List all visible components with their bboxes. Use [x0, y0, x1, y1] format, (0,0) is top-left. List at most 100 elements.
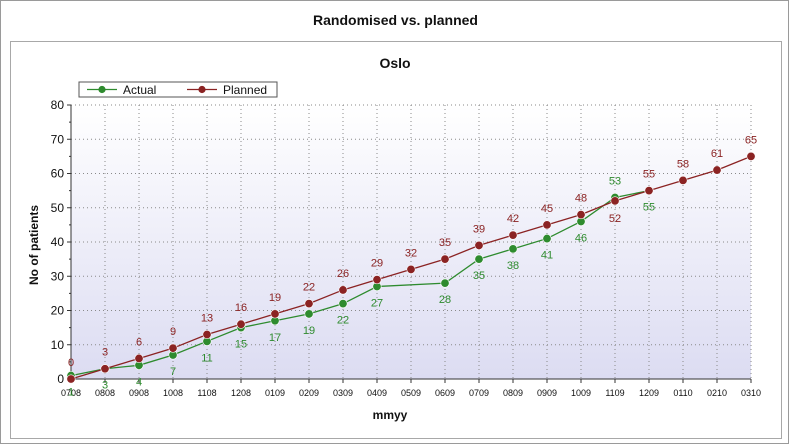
data-label-actual: 35	[473, 270, 485, 282]
data-label-actual: 55	[643, 202, 655, 214]
data-label-actual: 46	[575, 232, 587, 244]
data-point-planned	[746, 151, 756, 161]
y-tick-label: 50	[51, 201, 65, 215]
data-label-planned: 39	[473, 223, 485, 235]
data-label-actual: 15	[235, 339, 247, 351]
data-point-actual	[508, 244, 518, 254]
x-tick-label: 0708	[61, 388, 81, 398]
data-label-actual: 41	[541, 250, 553, 262]
x-tick-label: 1208	[231, 388, 251, 398]
x-tick-label: 1008	[163, 388, 183, 398]
legend-marker-planned	[198, 85, 206, 94]
x-tick-label: 0110	[673, 388, 692, 398]
data-label-planned: 32	[405, 247, 417, 259]
data-label-actual: 3	[102, 380, 108, 392]
x-tick-label: 0210	[707, 388, 727, 398]
data-label-planned: 65	[745, 134, 757, 146]
data-label-actual: 22	[337, 315, 349, 327]
x-tick-label: 1109	[605, 388, 624, 398]
data-label-planned: 3	[102, 347, 108, 359]
data-point-planned	[576, 210, 586, 220]
x-tick-label: 0109	[265, 388, 285, 398]
data-label-actual: 27	[371, 298, 383, 310]
x-tick-label: 0309	[333, 388, 353, 398]
data-label-actual: 1	[68, 387, 74, 399]
data-point-planned	[644, 186, 654, 196]
x-tick-label: 0808	[95, 388, 115, 398]
chart-panel: Oslo No of patients mmyy Actual Planned 0…	[10, 41, 782, 439]
legend-label-planned: Planned	[223, 83, 267, 97]
data-point-planned	[338, 285, 348, 295]
x-tick-label: 0809	[503, 388, 523, 398]
data-point-planned	[678, 175, 688, 185]
x-tick-label: 0909	[537, 388, 557, 398]
data-point-planned	[440, 254, 450, 264]
data-point-planned	[66, 374, 76, 384]
y-tick-label: 60	[51, 167, 65, 181]
x-tick-label: 1108	[197, 388, 216, 398]
data-label-planned: 0	[68, 357, 74, 369]
data-point-planned	[508, 230, 518, 240]
x-tick-label: 1009	[571, 388, 591, 398]
data-label-planned: 52	[609, 213, 621, 225]
y-tick-label: 70	[51, 132, 65, 146]
data-label-actual: 11	[201, 352, 212, 364]
data-label-planned: 45	[541, 203, 553, 215]
legend: Actual Planned	[78, 81, 278, 98]
data-label-planned: 29	[371, 258, 383, 270]
chart-title: Oslo	[379, 55, 410, 71]
data-point-actual	[304, 309, 314, 319]
legend-label-actual: Actual	[123, 83, 156, 97]
data-point-planned	[202, 329, 212, 339]
x-tick-label: 0310	[741, 388, 761, 398]
data-label-actual: 17	[269, 332, 281, 344]
legend-marker-actual	[98, 85, 106, 94]
data-label-planned: 48	[575, 193, 587, 205]
data-label-planned: 61	[711, 148, 723, 160]
data-label-planned: 42	[507, 213, 519, 225]
data-label-actual: 53	[609, 175, 621, 187]
y-axis-label: No of patients	[27, 205, 41, 285]
y-tick-label: 10	[51, 338, 65, 352]
data-point-actual	[542, 234, 552, 244]
data-label-planned: 19	[269, 292, 281, 304]
data-point-planned	[100, 364, 110, 374]
data-point-planned	[712, 165, 722, 175]
chart-svg: Oslo No of patients mmyy Actual Planned 0…	[27, 55, 761, 422]
y-tick-label: 20	[51, 304, 65, 318]
y-tick-label: 0	[57, 372, 64, 386]
data-point-actual	[440, 278, 450, 288]
data-label-actual: 7	[170, 366, 176, 378]
data-point-actual	[474, 254, 484, 264]
data-point-planned	[236, 319, 246, 329]
data-label-planned: 58	[677, 158, 689, 170]
x-tick-label: 0908	[129, 388, 149, 398]
x-tick-label: 0709	[469, 388, 489, 398]
data-label-actual: 19	[303, 325, 315, 337]
x-tick-label: 0409	[367, 388, 387, 398]
y-tick-label: 30	[51, 269, 65, 283]
data-label-planned: 26	[337, 268, 349, 280]
data-point-planned	[168, 343, 178, 353]
data-label-planned: 22	[303, 282, 315, 294]
data-point-planned	[406, 264, 416, 274]
data-label-planned: 16	[235, 302, 247, 314]
data-label-planned: 35	[439, 237, 451, 249]
data-label-planned: 55	[643, 169, 655, 181]
x-tick-label: 1209	[639, 388, 659, 398]
data-point-planned	[134, 353, 144, 363]
data-point-planned	[474, 240, 484, 250]
data-label-actual: 4	[136, 376, 142, 388]
data-label-planned: 13	[201, 312, 213, 324]
x-tick-label: 0209	[299, 388, 319, 398]
legend-box	[78, 81, 278, 98]
x-tick-label: 0609	[435, 388, 455, 398]
data-label-actual: 28	[439, 294, 451, 306]
y-tick-label: 40	[51, 235, 65, 249]
data-point-actual	[338, 299, 348, 309]
data-label-actual: 38	[507, 260, 519, 272]
data-label-planned: 6	[136, 336, 142, 348]
data-point-planned	[610, 196, 620, 206]
